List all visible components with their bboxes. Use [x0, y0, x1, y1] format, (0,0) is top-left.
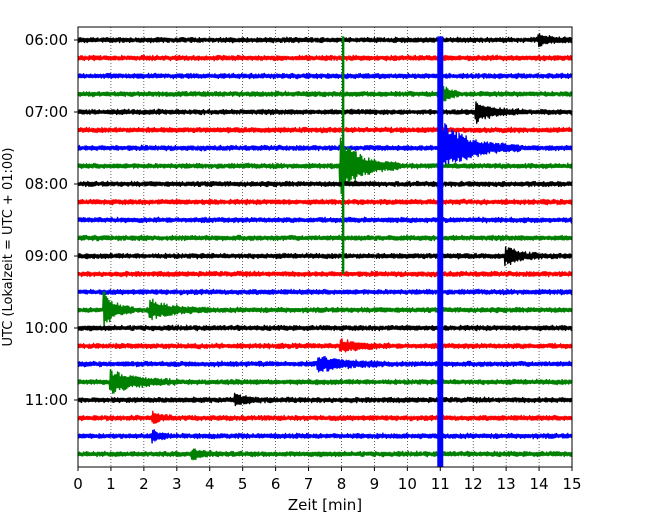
- x-tick-label: 7: [304, 475, 314, 493]
- seismogram-trace: [77, 288, 573, 296]
- seismogram-trace: [77, 369, 573, 394]
- seismogram-trace: [77, 291, 573, 329]
- seismogram-trace: [77, 429, 573, 444]
- seismogram-trace: [77, 392, 573, 407]
- seismogram-trace: [77, 54, 573, 62]
- x-tick-label: 11: [431, 475, 450, 493]
- x-axis-ticks: 0 1 2 3 4 5 6 7 8 9 10 11 12 13 14 15: [73, 467, 582, 493]
- y-axis-ticks: 06:00 07:00 08:00 09:00 10:00 11:00: [25, 31, 78, 409]
- x-tick-label: 1: [106, 475, 116, 493]
- seismogram-trace: [77, 72, 573, 80]
- y-tick-label: 10:00: [25, 319, 68, 337]
- x-tick-label: 15: [562, 475, 581, 493]
- seismogram-trace: [77, 338, 573, 353]
- x-tick-label: 8: [337, 475, 347, 493]
- x-tick-label: 0: [73, 475, 83, 493]
- seismogram-trace: [77, 216, 573, 224]
- seismogram-trace: [77, 448, 573, 461]
- seismogram-trace: [77, 324, 573, 332]
- x-tick-label: 13: [497, 475, 516, 493]
- x-axis-title: Zeit [min]: [288, 496, 362, 514]
- x-tick-label: 14: [530, 475, 549, 493]
- seismogram-trace: [77, 137, 573, 195]
- seismogram-trace: [77, 270, 573, 278]
- seismogram-trace: [77, 126, 573, 134]
- seismogram-trace: [77, 123, 573, 173]
- x-tick-label: 10: [398, 475, 417, 493]
- seismogram-trace: [77, 33, 573, 48]
- seismogram-trace: [77, 101, 573, 124]
- y-tick-label: 08:00: [25, 175, 68, 193]
- x-tick-label: 2: [139, 475, 149, 493]
- y-tick-label: 09:00: [25, 247, 68, 265]
- seismogram-trace: [77, 180, 573, 188]
- x-tick-label: 9: [370, 475, 380, 493]
- seismogram-trace: [77, 246, 573, 267]
- seismogram-trace: [77, 234, 573, 242]
- plot-frame: [77, 26, 573, 468]
- y-tick-label: 11:00: [25, 391, 68, 409]
- seismogram-trace: [77, 81, 573, 107]
- x-tick-label: 6: [271, 475, 281, 493]
- x-tick-label: 4: [205, 475, 215, 493]
- x-tick-label: 12: [464, 475, 483, 493]
- x-tick-label: 5: [238, 475, 248, 493]
- seismogram-trace: [77, 410, 573, 424]
- vertical-event-lines: [341, 36, 444, 467]
- y-axis-title: UTC (Lokalzeit = UTC + 01:00): [1, 148, 16, 347]
- x-tick-label: 3: [172, 475, 182, 493]
- y-tick-label: 06:00: [25, 31, 68, 49]
- seismogram-traces: [77, 33, 573, 461]
- seismogram-trace: [77, 355, 573, 373]
- y-tick-label: 07:00: [25, 103, 68, 121]
- seismogram-trace: [77, 198, 573, 206]
